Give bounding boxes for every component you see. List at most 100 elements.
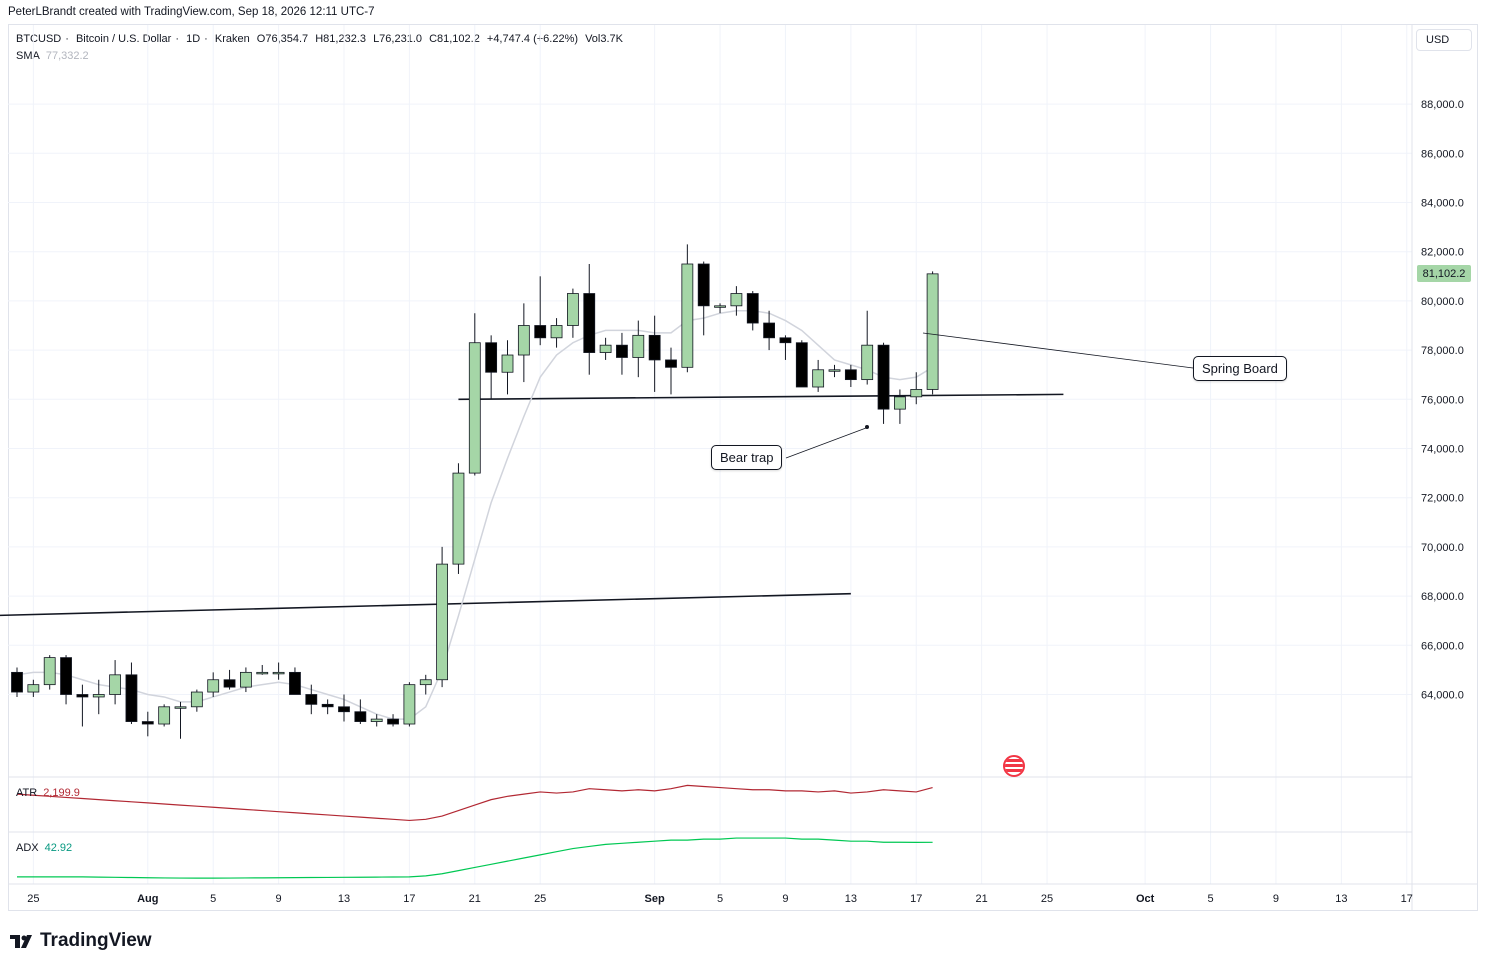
candle-up <box>468 342 481 474</box>
bear-trap-callout[interactable]: Bear trap <box>711 445 783 470</box>
candle-up <box>730 293 743 307</box>
price-tick-label: 80,000.0 <box>1421 296 1464 308</box>
time-tick-label: 17 <box>910 893 922 905</box>
price-tick-label: 66,000.0 <box>1421 640 1464 652</box>
candle-up <box>174 706 187 709</box>
candle-up <box>894 396 906 410</box>
candle-up <box>92 694 105 698</box>
price-tick-label: 72,000.0 <box>1421 493 1464 505</box>
candle-up <box>550 325 563 339</box>
time-tick-label: 5 <box>1207 893 1213 905</box>
atr-label: ATR <box>16 787 38 799</box>
time-tick-label: 17 <box>403 893 415 905</box>
price-tick-label: 82,000.0 <box>1421 247 1464 259</box>
sma-value: 77,332.2 <box>45 50 89 62</box>
time-axis: 25 Aug 5 9 13 17 21 25 Sep 5 9 13 17 21 25 Oct 5 9 13 17 <box>27 893 1413 905</box>
adx-value: 42.92 <box>44 842 73 854</box>
price-tick-label: 78,000.0 <box>1421 345 1464 357</box>
candle-up <box>714 305 726 308</box>
currency-selector[interactable]: USD <box>1416 29 1472 51</box>
time-tick-label: 9 <box>1273 893 1279 905</box>
adx-line <box>17 837 933 879</box>
atr-value: 2,199.9 <box>43 787 80 799</box>
tradingview-logo-icon <box>10 935 32 948</box>
trend-lines <box>0 393 1064 617</box>
candle-down <box>76 694 89 698</box>
candle-down <box>11 671 23 693</box>
candle-up <box>190 691 203 708</box>
sma-label: SMA <box>16 50 40 62</box>
us-flag-icon[interactable] <box>1003 755 1025 777</box>
candle-down <box>354 711 367 722</box>
time-tick-label: 5 <box>717 893 723 905</box>
symbol-legend[interactable]: BTCUSD · Bitcoin / U.S. Dollar · 1D · Krake… <box>16 33 623 45</box>
candle-down <box>141 721 154 725</box>
candle-down <box>485 342 498 373</box>
price-tick-label: 88,000.0 <box>1421 99 1464 111</box>
price-tick-label: 70,000.0 <box>1421 542 1464 554</box>
time-tick-label: 21 <box>469 893 481 905</box>
callout-connectors <box>785 332 1194 459</box>
time-tick-label: Aug <box>137 893 158 905</box>
candle-down <box>583 293 596 353</box>
candle-up <box>599 344 612 353</box>
candle-up <box>828 369 841 372</box>
time-tick-label: 13 <box>338 893 350 905</box>
spring-board-callout[interactable]: Spring Board <box>1193 356 1287 381</box>
candle-up <box>452 472 465 565</box>
candle-up <box>419 679 432 686</box>
candle-down <box>338 706 350 713</box>
time-tick-label: 17 <box>1401 893 1413 905</box>
candle-down <box>648 334 661 361</box>
candle-down <box>779 337 792 344</box>
candle-up <box>926 273 939 390</box>
price-tick-label: 64,000.0 <box>1421 690 1464 702</box>
candle-up <box>567 293 579 326</box>
legend-open: O76,354.7 <box>256 33 309 45</box>
price-tick-label: 86,000.0 <box>1421 148 1464 160</box>
tradingview-logo-text: TradingView <box>40 930 152 951</box>
candle-up <box>436 563 449 681</box>
time-tick-label: 13 <box>1335 893 1347 905</box>
atr-legend[interactable]: ATR 2,199.9 <box>16 787 80 799</box>
legend-close: C81,102.2 <box>429 33 480 45</box>
time-tick-label: 21 <box>976 893 988 905</box>
candle-up <box>370 718 383 722</box>
bear-trap-anchor <box>865 425 869 429</box>
candle-down <box>746 293 759 324</box>
candle-up <box>861 344 874 381</box>
adx-legend[interactable]: ADX 42.92 <box>16 842 72 854</box>
candle-down <box>844 369 857 381</box>
pane-separators <box>8 25 1477 910</box>
candle-down <box>60 657 72 695</box>
price-axis: 64,000.0 66,000.0 68,000.0 70,000.0 72,000.0… <box>1421 99 1464 701</box>
time-tick-label: 9 <box>782 893 788 905</box>
candle-up <box>158 706 171 725</box>
tradingview-logo[interactable]: TradingView <box>10 930 152 952</box>
legend-change: +4,747.4 (+6.22%) <box>486 33 579 45</box>
legend-high: H81,232.3 <box>315 33 366 45</box>
sma-line <box>16 309 933 720</box>
candle-down <box>321 703 334 708</box>
candle-down <box>665 359 677 368</box>
candle-down <box>697 263 710 307</box>
candle-down <box>289 671 301 695</box>
time-tick-label: Oct <box>1136 893 1155 905</box>
horizontal-level-line <box>458 393 1064 401</box>
time-tick-label: 25 <box>534 893 546 905</box>
time-tick-label: 9 <box>276 893 282 905</box>
price-tick-label: 74,000.0 <box>1421 444 1464 456</box>
legend-symbol: BTCUSD <box>16 33 62 45</box>
chart-credit: PeterLBrandt created with TradingView.co… <box>8 6 375 18</box>
grid <box>8 25 1412 884</box>
candle-down <box>125 674 138 722</box>
candle-down <box>877 344 890 410</box>
sma-legend[interactable]: SMA 77,332.2 <box>16 50 89 62</box>
price-tick-label: 68,000.0 <box>1421 591 1464 603</box>
candle-up <box>632 334 645 358</box>
chart-frame <box>8 24 1478 911</box>
price-tick-label: 84,000.0 <box>1421 198 1464 210</box>
candle-down <box>616 344 628 358</box>
horizontal-level-line <box>0 592 851 617</box>
